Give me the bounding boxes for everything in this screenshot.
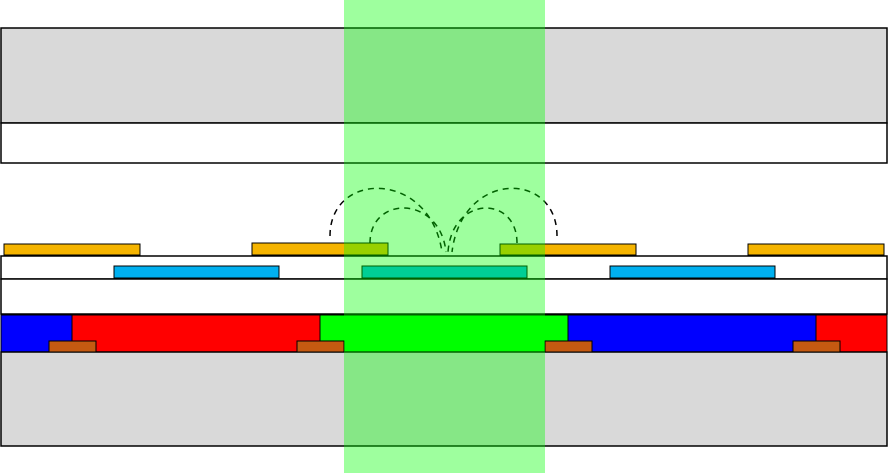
pixel-electrode [113,265,280,279]
field-line-inner-left [369,207,447,253]
field-lines [329,187,558,253]
top-substrate [0,27,888,124]
top-electrode [251,242,389,256]
top-electrode [747,243,885,256]
field-line-outer-right [451,187,558,253]
light-beam [344,0,545,473]
filter-blue-right [567,314,817,353]
black-matrix-pad [544,340,593,353]
field-line-outer-left [329,187,443,253]
pixel-electrode [609,265,776,279]
pixel-electrode [361,265,528,279]
bottom-substrate [0,351,888,447]
top-electrodes [3,242,885,256]
filter-red-left [71,314,321,353]
color-filter-layer [0,314,888,353]
black-matrix-pad [296,340,345,353]
top-electrode [499,243,637,256]
lower-insulating-layer [0,278,888,315]
black-matrix [48,340,841,353]
top-substrate-clear-layer [0,122,888,164]
top-electrode [3,243,141,256]
black-matrix-pad [48,340,97,353]
black-matrix-pad [792,340,841,353]
field-line-inner-right [447,207,518,253]
pixel-electrodes [113,265,776,279]
